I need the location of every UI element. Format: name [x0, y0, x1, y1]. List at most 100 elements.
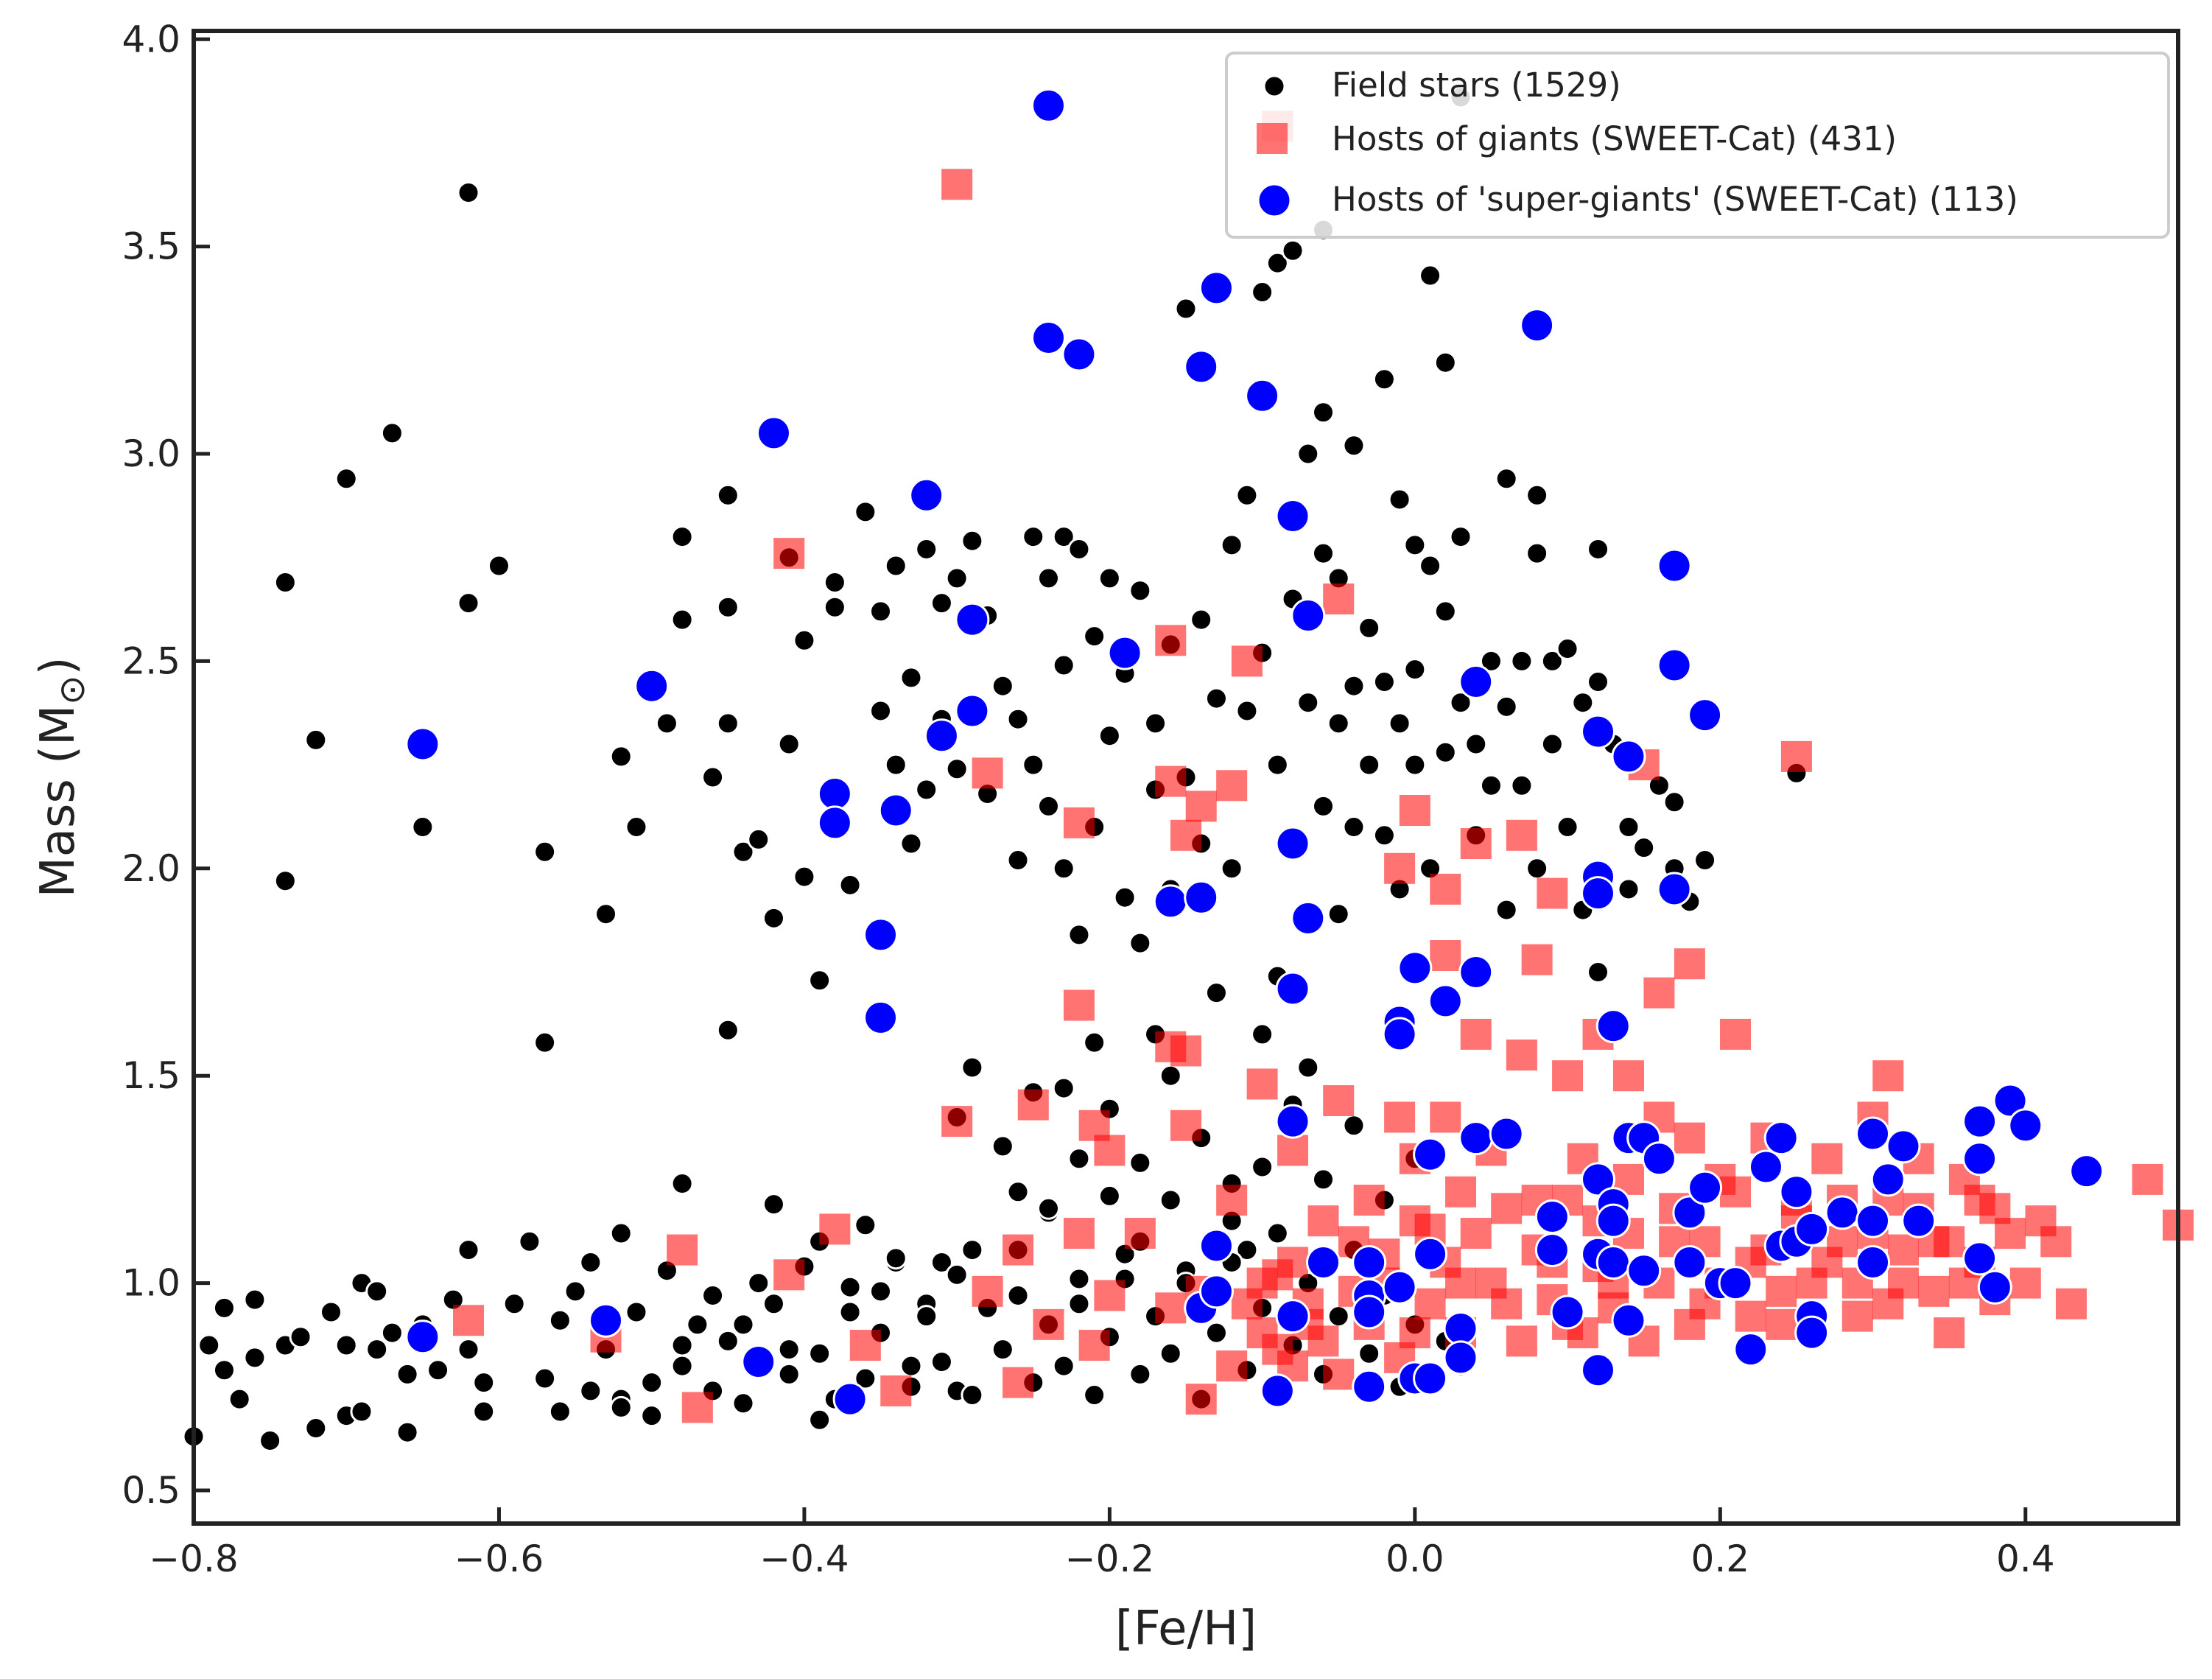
giant-host-point — [1078, 1330, 1110, 1361]
field-star-point — [961, 1056, 984, 1079]
field-star-point — [1617, 816, 1640, 839]
giant-host-point — [1612, 1060, 1644, 1092]
super-giant-host-point — [1245, 378, 1280, 413]
field-star-point — [884, 753, 907, 777]
super-giant-host-point — [405, 726, 440, 762]
giant-host-point — [1674, 1122, 1705, 1154]
giant-host-point — [1552, 1060, 1584, 1092]
field-star-point — [1006, 707, 1030, 731]
field-star-point — [625, 816, 648, 839]
y-axis-title: Mass (M⊙) — [31, 657, 93, 898]
super-giant-host-point — [1260, 1373, 1295, 1409]
super-giant-host-point — [1688, 1170, 1723, 1205]
super-giant-host-point — [863, 917, 899, 953]
super-giant-host-point — [1443, 1340, 1478, 1375]
field-star-point — [518, 1230, 541, 1253]
field-star-point — [625, 1300, 648, 1324]
x-tick-label: −0.6 — [454, 1538, 544, 1580]
field-star-point — [1433, 351, 1457, 374]
field-star-point — [1312, 401, 1335, 424]
giant-host-point — [1246, 1068, 1278, 1100]
giant-host-point — [1155, 625, 1187, 656]
super-giant-host-point — [1382, 1017, 1417, 1052]
field-star-point — [1265, 251, 1289, 275]
super-giant-host-point — [1718, 1266, 1753, 1301]
giant-host-point — [1063, 1218, 1095, 1249]
field-star-point — [762, 1292, 785, 1316]
legend: Field stars (1529) Hosts of giants (SWEE… — [1225, 52, 2170, 239]
field-star-point — [579, 1250, 603, 1274]
field-star-point — [747, 1272, 770, 1295]
field-star-point — [1220, 533, 1243, 557]
field-star-point — [1556, 816, 1579, 839]
field-star-point — [533, 1031, 557, 1054]
field-star-point — [670, 525, 694, 549]
field-star-point — [320, 1300, 343, 1324]
super-giant-host-point — [1794, 1315, 1830, 1350]
field-star-point — [1067, 1292, 1091, 1316]
field-star-point — [365, 1338, 389, 1361]
field-star-point — [228, 1387, 251, 1411]
super-giant-host-point — [2069, 1154, 2104, 1189]
field-star-point — [380, 421, 404, 445]
super-giant-host-point — [1458, 665, 1494, 700]
field-star-point — [1662, 791, 1686, 814]
giant-host-point — [972, 757, 1003, 789]
field-star-point — [487, 554, 510, 578]
field-star-point — [915, 537, 938, 561]
giant-host-point — [1170, 1035, 1201, 1067]
field-star-point — [823, 595, 846, 619]
field-star-point — [701, 1283, 725, 1307]
super-giant-host-point — [1962, 1141, 1998, 1177]
y-axis-title-sub: ⊙ — [52, 676, 93, 705]
field-star-point — [716, 595, 740, 619]
super-giant-host-point — [1977, 1269, 2012, 1305]
field-star-point — [869, 1280, 893, 1303]
plot-frame — [192, 29, 2180, 1526]
giant-host-point — [773, 538, 805, 569]
field-star-point — [1358, 616, 1381, 639]
field-star-point — [1036, 794, 1060, 818]
field-star-point — [334, 467, 358, 491]
field-star-point — [777, 1362, 801, 1386]
giant-host-point — [1506, 819, 1537, 851]
giant-host-point — [1872, 1060, 1904, 1092]
field-star-point — [1128, 579, 1152, 603]
field-star-point — [1098, 567, 1121, 590]
giant-host-point — [1445, 1176, 1477, 1207]
super-giant-host-point — [1962, 1241, 1998, 1276]
super-giant-host-point — [955, 602, 990, 637]
super-giant-host-point — [1794, 1211, 1830, 1247]
giant-host-point — [1399, 1205, 1430, 1237]
field-star-point — [1113, 886, 1137, 909]
giant-host-point — [1491, 1193, 1523, 1224]
field-star-point — [426, 1359, 450, 1382]
giant-host-point — [1521, 944, 1553, 975]
giant-host-point — [1399, 795, 1430, 827]
giant-host-point — [1475, 1267, 1507, 1299]
giant-host-point — [1430, 873, 1461, 905]
super-giant-host-point — [1581, 1162, 1616, 1197]
super-giant-host-point — [1641, 1141, 1676, 1177]
giant-host-point — [453, 1305, 485, 1336]
giant-host-point — [1155, 765, 1187, 797]
giant-host-point — [1155, 1292, 1187, 1324]
super-giant-host-point — [1595, 1244, 1631, 1280]
giant-host-point — [1430, 939, 1461, 971]
giant-host-point — [1537, 877, 1568, 909]
giant-host-point — [1506, 1040, 1537, 1071]
field-star-point — [304, 728, 328, 751]
field-star-point — [945, 567, 969, 590]
super-giant-host-point — [1198, 270, 1234, 306]
field-star-point — [212, 1359, 236, 1382]
giant-host-point — [1934, 1317, 1965, 1349]
axis-ticks: −0.8 −0.6 −0.4 −0.2 0.0 0.2 0.4 0.5 1.0 1.5 2.0 2.5… — [122, 18, 2054, 1580]
giant-host-point — [1063, 989, 1095, 1021]
giant-host-point — [1506, 1325, 1537, 1357]
giant-host-point — [1887, 1234, 1919, 1266]
legend-marker-field-stars — [1263, 74, 1286, 98]
giant-host-point — [1643, 977, 1675, 1009]
field-star-point — [1403, 658, 1427, 681]
field-star-point — [1128, 1151, 1152, 1174]
giant-host-point — [972, 1275, 1003, 1307]
